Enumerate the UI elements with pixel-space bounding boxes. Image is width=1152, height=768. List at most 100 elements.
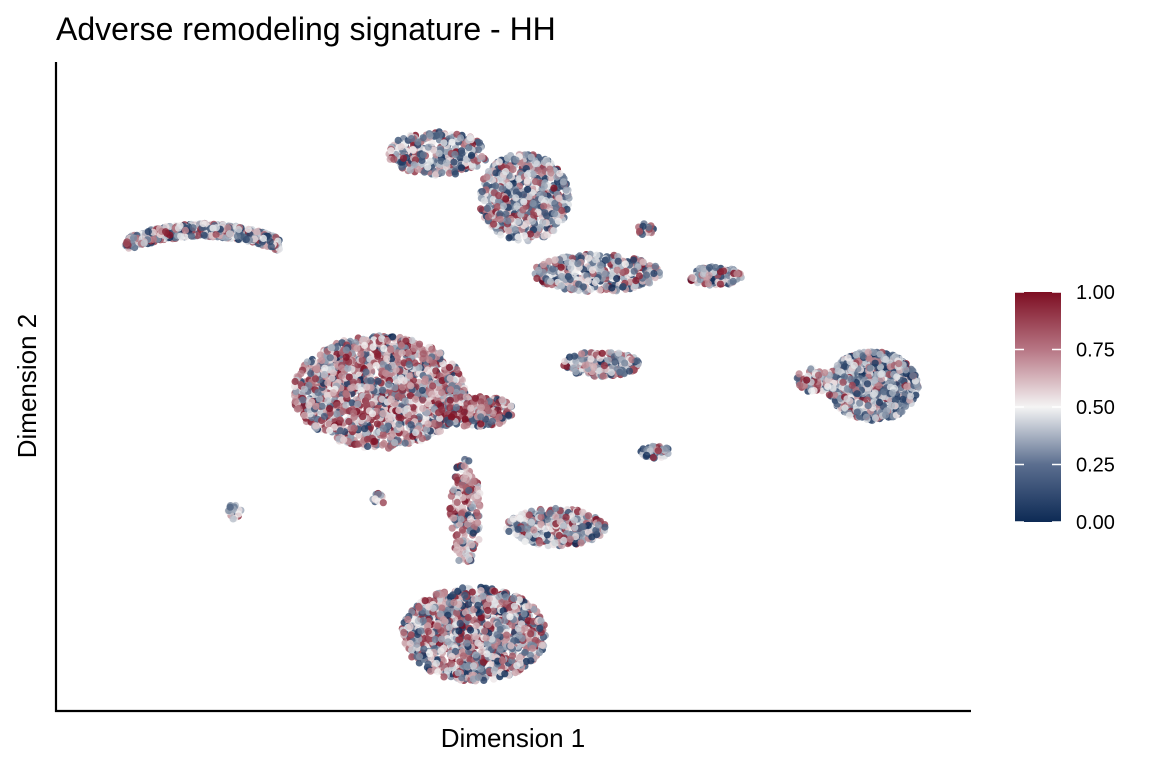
scatter-point: [367, 377, 375, 385]
scatter-point: [457, 515, 465, 523]
scatter-point: [461, 415, 469, 423]
scatter-point: [522, 220, 530, 228]
scatter-point: [432, 132, 440, 140]
scatter-point: [436, 349, 444, 357]
scatter-point: [394, 136, 402, 144]
scatter-point: [345, 417, 353, 426]
scatter-point: [613, 275, 621, 283]
scatter-point: [493, 203, 501, 211]
scatter-point: [588, 266, 597, 274]
scatter-point: [465, 486, 473, 495]
scatter-point: [450, 410, 458, 418]
scatter-point: [430, 146, 438, 154]
scatter-point: [565, 194, 573, 202]
scatter-point: [200, 231, 208, 239]
scatter-point: [497, 231, 505, 239]
scatter-point: [149, 235, 157, 243]
scatter-point: [357, 350, 365, 358]
scatter-point: [452, 403, 460, 412]
scatter-point: [499, 202, 508, 210]
scatter-point: [421, 375, 429, 383]
scatter-point: [511, 226, 519, 234]
scatter-point: [558, 272, 566, 281]
scatter-point: [363, 435, 372, 443]
scatter-point: [391, 439, 399, 447]
scatter-point: [525, 511, 534, 519]
scatter-point: [374, 377, 382, 385]
scatter-point: [505, 181, 513, 189]
scatter-point: [554, 217, 563, 225]
scatter-point: [537, 507, 545, 515]
scatter-point: [585, 254, 593, 262]
scatter-point: [395, 414, 403, 422]
scatter-point: [465, 555, 473, 564]
scatter-point: [374, 352, 382, 360]
scatter-point: [226, 230, 234, 238]
scatter-point: [587, 285, 595, 293]
scatter-point: [512, 194, 520, 202]
scatter-point: [342, 401, 350, 409]
scatter-point: [451, 170, 459, 178]
scatter-point: [407, 135, 416, 143]
scatter-point: [503, 154, 511, 162]
scatter-point: [387, 346, 395, 354]
scatter-point: [469, 529, 477, 537]
scatter-point: [495, 192, 503, 200]
scatter-point: [495, 413, 503, 421]
scatter-point: [531, 178, 540, 186]
scatter-point: [212, 224, 220, 232]
scatter-point: [445, 363, 454, 372]
scatter-point: [253, 228, 261, 236]
scatter-point: [368, 410, 377, 418]
scatter-point: [513, 202, 521, 210]
scatter-point: [535, 266, 543, 274]
scatter-point: [453, 498, 461, 506]
scatter-point: [473, 508, 481, 517]
scatter-point: [333, 401, 341, 409]
scatter-point: [458, 149, 466, 157]
scatter-point: [212, 230, 220, 238]
scatter-point: [333, 410, 341, 418]
scatter-point: [509, 515, 517, 523]
scatter-point: [266, 238, 274, 246]
scatter-point: [446, 374, 454, 383]
scatter-point: [362, 368, 370, 376]
scatter-point: [523, 177, 531, 185]
scatter-point: [314, 389, 322, 397]
scatter-point: [401, 439, 409, 447]
scatter-point: [372, 429, 381, 437]
scatter-point: [475, 139, 483, 147]
scatter-point: [552, 504, 560, 513]
scatter-point: [389, 333, 397, 341]
scatter-point: [397, 143, 405, 151]
scatter-point: [528, 217, 537, 225]
scatter-point: [429, 382, 437, 390]
scatter-point: [187, 232, 196, 240]
scatter-point: [550, 184, 558, 192]
scatter-point: [571, 524, 579, 532]
scatter-point: [394, 393, 402, 401]
scatter-point: [407, 421, 415, 429]
scatter-point: [371, 437, 379, 445]
scatter-point: [539, 218, 547, 226]
scatter-point: [387, 147, 395, 155]
scatter-point: [391, 384, 399, 392]
scatter-point: [300, 411, 308, 419]
scatter-point: [312, 402, 320, 410]
scatter-point: [316, 351, 324, 359]
scatter-point: [350, 409, 358, 417]
scatter-point: [533, 274, 541, 282]
scatter-point: [233, 232, 241, 240]
scatter-point: [379, 410, 387, 418]
scatter-point: [632, 277, 640, 285]
scatter-point: [536, 539, 544, 547]
scatter-points: [121, 128, 922, 685]
scatter-point: [483, 204, 491, 213]
scatter-point: [509, 165, 517, 173]
scatter-point: [123, 238, 131, 246]
scatter-point: [543, 531, 552, 539]
scatter-point: [387, 396, 395, 404]
scatter-point: [379, 424, 387, 432]
scatter-point: [130, 234, 138, 242]
